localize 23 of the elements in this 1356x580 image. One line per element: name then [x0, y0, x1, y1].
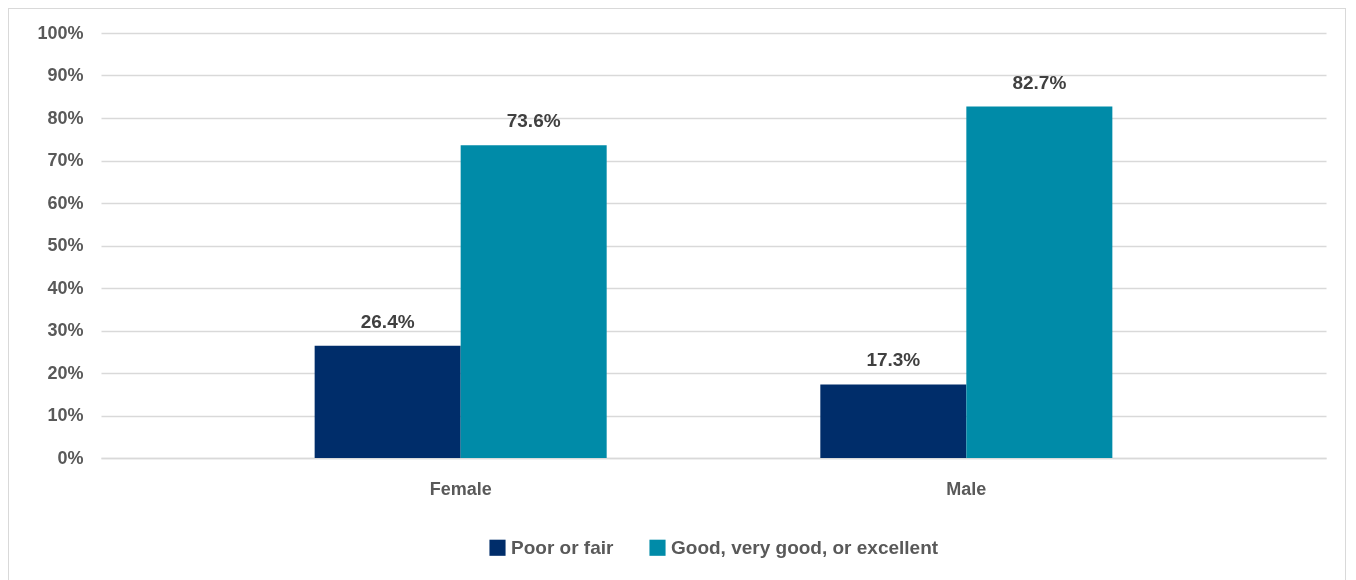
- y-tick-label: 10%: [47, 405, 84, 425]
- y-tick-label: 90%: [47, 65, 84, 85]
- legend-label: Poor or fair: [511, 536, 615, 558]
- bar: [820, 384, 967, 458]
- x-tick-label: Male: [946, 478, 987, 499]
- y-tick-label: 30%: [47, 320, 84, 340]
- y-tick-label: 0%: [57, 447, 84, 468]
- data-label: 82.7%: [1012, 71, 1067, 93]
- y-tick-label: 70%: [47, 150, 84, 170]
- data-label: 17.3%: [866, 349, 921, 371]
- y-tick-label: 20%: [47, 362, 84, 383]
- bar: [460, 145, 607, 458]
- bar: [314, 345, 461, 458]
- y-tick-label: 50%: [47, 235, 84, 255]
- legend-label: Good, very good, or excellent: [671, 536, 939, 558]
- data-label: 26.4%: [360, 310, 415, 332]
- y-tick-label: 40%: [47, 277, 84, 298]
- data-label: 73.6%: [506, 110, 561, 132]
- y-tick-label: 60%: [47, 192, 84, 213]
- y-tick-label: 100%: [37, 22, 84, 43]
- y-tick-label: 80%: [47, 107, 84, 128]
- x-tick-label: Female: [429, 478, 492, 499]
- bar: [966, 106, 1113, 458]
